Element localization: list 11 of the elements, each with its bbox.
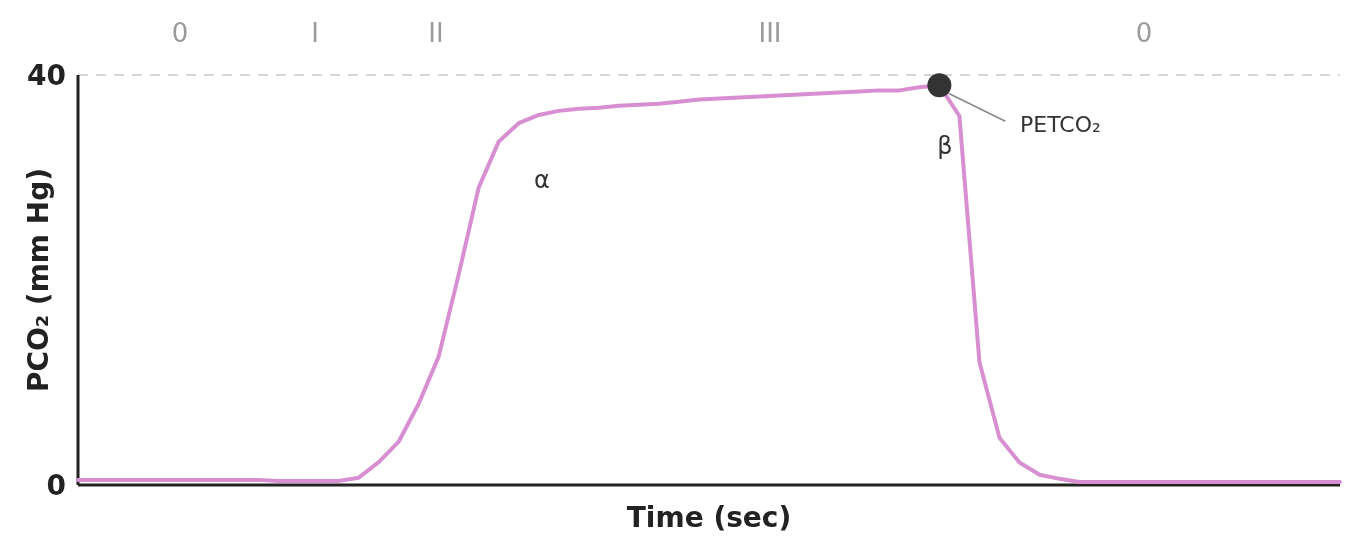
annotation: PETCO₂ [1020, 112, 1101, 137]
text: II [428, 18, 444, 48]
y-tick-label: 40 [27, 58, 66, 92]
text: III [758, 18, 782, 48]
y-axis-title: PCO₂ (mm Hg) [22, 167, 55, 393]
x-axis-title: Time (sec) [626, 501, 792, 534]
annotation: α [534, 166, 550, 194]
text: 0 [171, 18, 189, 48]
text: 0 [1135, 18, 1153, 48]
text: I [311, 18, 319, 48]
annotation: β [937, 132, 953, 160]
